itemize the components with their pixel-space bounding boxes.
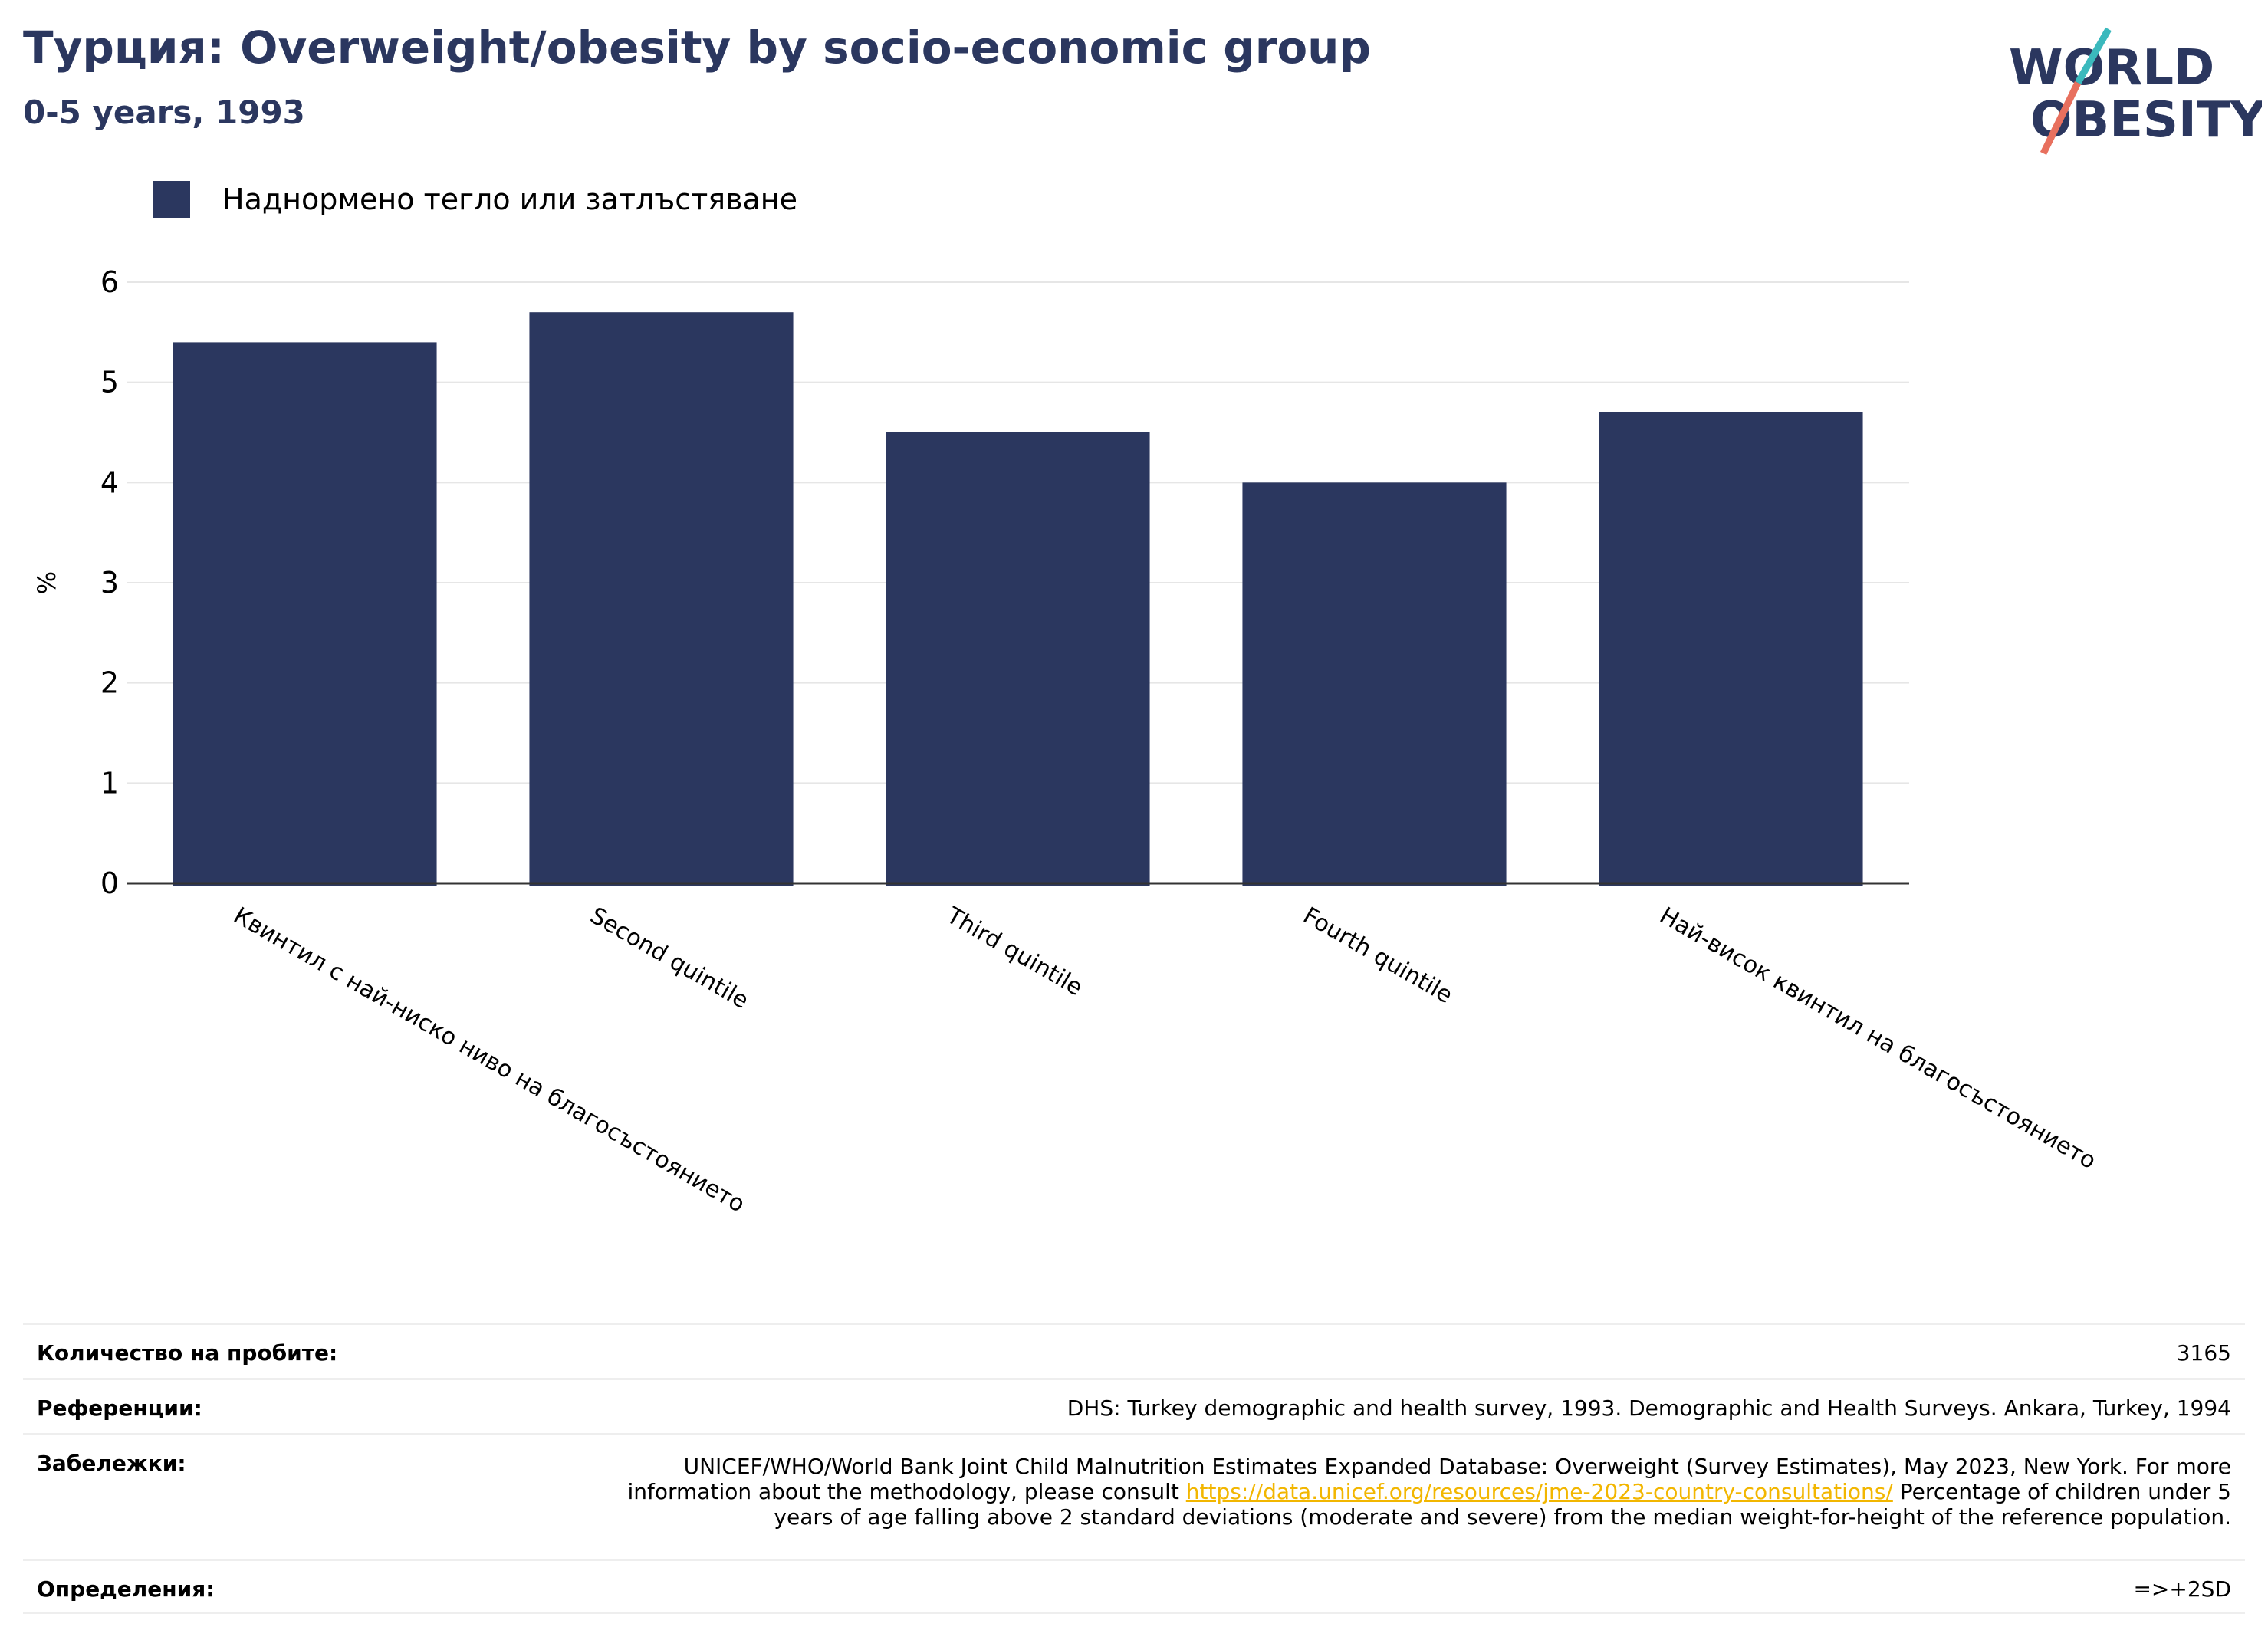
notes-row: Забележки: UNICEF/WHO/World Bank Joint C… xyxy=(23,1433,2245,1559)
chart-title: Турция: Overweight/obesity by socio-econ… xyxy=(23,21,1371,74)
legend-swatch xyxy=(153,181,190,218)
y-tick-label: 1 xyxy=(100,766,119,800)
references-label: Референции: xyxy=(37,1395,202,1421)
y-tick-label: 3 xyxy=(100,566,119,600)
y-tick-label: 5 xyxy=(100,366,119,399)
logo-red-slash xyxy=(2040,81,2082,155)
logo-teal-slash xyxy=(2075,27,2112,85)
references-value: DHS: Turkey demographic and health surve… xyxy=(1067,1395,2231,1421)
sample-size-row: Количество на пробите: 3165 xyxy=(23,1323,2245,1378)
notes-link[interactable]: https://data.unicef.org/resources/jme-20… xyxy=(1185,1479,1893,1504)
definitions-label: Определения: xyxy=(37,1576,215,1602)
info-table: Количество на пробите: 3165 Референции: … xyxy=(23,1323,2245,1614)
y-tick-label: 2 xyxy=(100,666,119,700)
y-axis-label: % xyxy=(32,571,61,594)
sample-size-label: Количество на пробите: xyxy=(37,1340,338,1366)
chart-legend: Наднормено тегло или затлъстяване xyxy=(153,178,797,221)
references-row: Референции: DHS: Turkey demographic and … xyxy=(23,1378,2245,1433)
notes-text-1: UNICEF/WHO/World Bank Joint Child Malnut… xyxy=(627,1454,2232,1504)
x-tick-label: Fourth quintile xyxy=(1299,902,1458,1010)
legend-label: Наднормено тегло или затлъстяване xyxy=(222,182,797,216)
x-tick-label: Second quintile xyxy=(586,902,754,1014)
definitions-row: Определения: =>+2SD xyxy=(23,1559,2245,1614)
notes-label: Забележки: xyxy=(37,1451,186,1476)
notes-text-2: Percentage of children under 5 years of … xyxy=(774,1479,2231,1530)
bar xyxy=(886,432,1150,886)
bar xyxy=(1599,412,1863,886)
world-obesity-logo: WORLD OBESITY xyxy=(2009,27,2262,155)
chart-subtitle: 0-5 years, 1993 xyxy=(23,94,305,131)
definitions-value: =>+2SD xyxy=(2133,1576,2231,1602)
bar xyxy=(173,342,437,886)
logo-text-world: WORLD xyxy=(2009,40,2214,97)
y-tick-label: 0 xyxy=(100,866,119,900)
x-tick-label: Най-висок квинтил на благосъстоянието xyxy=(1655,902,2101,1175)
bar xyxy=(529,312,794,886)
sample-size-value: 3165 xyxy=(2176,1340,2231,1366)
x-tick-label: Third quintile xyxy=(942,902,1087,1001)
bar xyxy=(1242,482,1507,886)
notes-value: UNICEF/WHO/World Bank Joint Child Malnut… xyxy=(606,1435,2232,1545)
y-tick-label: 4 xyxy=(100,465,119,499)
y-tick-label: 6 xyxy=(100,265,119,299)
